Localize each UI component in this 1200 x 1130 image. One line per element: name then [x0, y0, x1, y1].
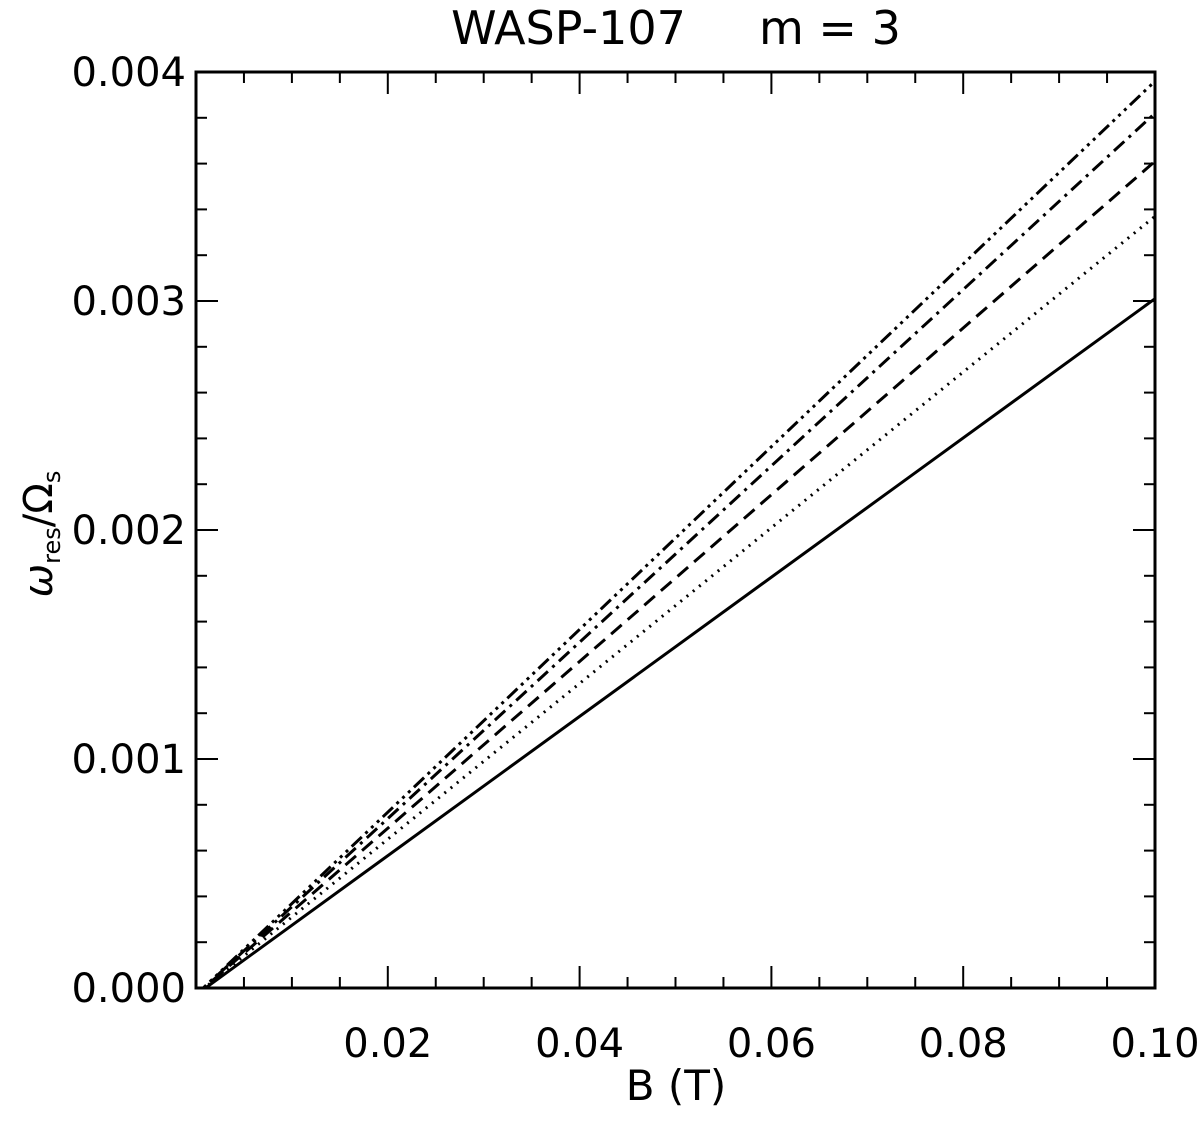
series-line-solid — [202, 297, 1155, 988]
x-tick-label: 0.08 — [919, 1021, 1008, 1067]
y-tick-label: 0.002 — [71, 508, 186, 554]
x-tick-label: 0.02 — [343, 1021, 432, 1067]
series-line-dash-dot — [201, 112, 1155, 988]
x-axis-label: B (T) — [626, 1061, 727, 1110]
y-tick-label: 0.004 — [71, 50, 186, 96]
x-tick-label: 0.06 — [727, 1021, 816, 1067]
x-tick-label: 0.10 — [1110, 1021, 1199, 1067]
y-label-slash: / — [16, 513, 62, 527]
y-axis-label: ωres/Ωs — [16, 471, 66, 598]
series-line-dotted — [202, 215, 1155, 988]
axes: 0.02 0.04 0.06 0.08 0.10 0.000 0.001 0.002 0.003… — [71, 50, 1199, 1067]
y-tick-label: 0.000 — [71, 966, 186, 1012]
y-tick-label: 0.003 — [71, 279, 186, 325]
y-tick-label: 0.001 — [71, 737, 186, 783]
series-line-dash-dot-dot-dot — [201, 80, 1155, 988]
y-label-omega: ω — [16, 564, 62, 598]
x-tick-label: 0.04 — [535, 1021, 624, 1067]
y-label-omega-sub: res — [38, 527, 66, 564]
plot-area — [201, 80, 1155, 988]
y-label-Omega-sub: s — [38, 471, 66, 484]
series-line-dashed — [201, 160, 1155, 988]
chart-title: WASP-107 m = 3 — [451, 1, 901, 55]
y-label-Omega: Ω — [16, 483, 62, 514]
plot-frame — [194, 70, 1157, 990]
